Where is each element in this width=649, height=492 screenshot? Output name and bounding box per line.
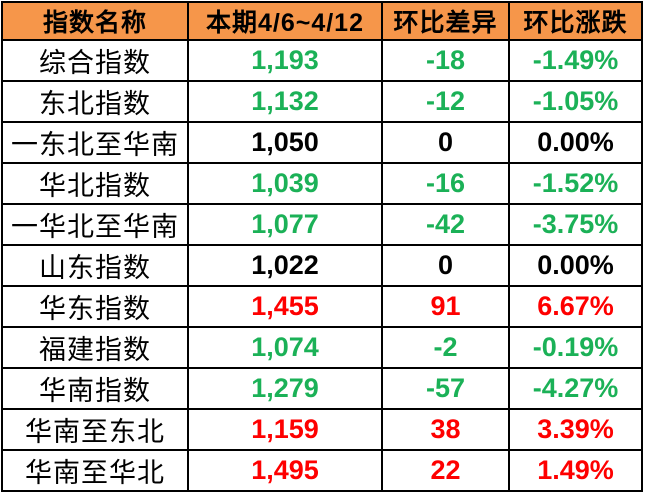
pct-value-cell: -1.05% [508,80,643,123]
table-row: 东北指数 1,132 -12 -1.05% [1,80,643,123]
current-value-cell: 1,022 [187,244,383,287]
pct-value-cell: -3.75% [508,203,643,246]
table-header: 指数名称 本期4/6~4/12 环比差异 环比涨跌 [1,1,643,41]
table-row: 华南至华北 1,495 22 1.49% [1,449,643,492]
diff-value-cell: 91 [381,285,510,328]
current-value-cell: 1,279 [187,367,383,410]
pct-value-cell: 3.39% [508,408,643,451]
pct-value-cell: -0.19% [508,326,643,369]
table-row: 综合指数 1,193 -18 -1.49% [1,39,643,82]
column-header-index-name: 指数名称 [1,1,189,41]
diff-value-cell: -57 [381,367,510,410]
diff-value-cell: 0 [381,121,510,164]
pct-value-cell: -4.27% [508,367,643,410]
index-name-cell: 山东指数 [1,244,189,287]
table-row: 华南至东北 1,159 38 3.39% [1,408,643,451]
table-row: 山东指数 1,022 0 0.00% [1,244,643,287]
index-name-cell: 综合指数 [1,39,189,82]
header-row: 指数名称 本期4/6~4/12 环比差异 环比涨跌 [1,1,643,41]
table-row: 一华北至华南 1,077 -42 -3.75% [1,203,643,246]
column-header-mom-change: 环比涨跌 [508,1,643,41]
table-body: 综合指数 1,193 -18 -1.49% 东北指数 1,132 -12 -1.05% 一东北至… [1,39,643,492]
index-name-cell: 一华北至华南 [1,203,189,246]
current-value-cell: 1,077 [187,203,383,246]
current-value-cell: 1,193 [187,39,383,82]
pct-value-cell: 6.67% [508,285,643,328]
index-name-cell: 华南指数 [1,367,189,410]
table-row: 华南指数 1,279 -57 -4.27% [1,367,643,410]
pct-value-cell: 1.49% [508,449,643,492]
current-value-cell: 1,495 [187,449,383,492]
table-row: 福建指数 1,074 -2 -0.19% [1,326,643,369]
pct-value-cell: -1.52% [508,162,643,205]
pct-value-cell: 0.00% [508,244,643,287]
diff-value-cell: -12 [381,80,510,123]
diff-value-cell: -18 [381,39,510,82]
current-value-cell: 1,074 [187,326,383,369]
table-row: 华东指数 1,455 91 6.67% [1,285,643,328]
current-value-cell: 1,039 [187,162,383,205]
current-value-cell: 1,159 [187,408,383,451]
column-header-mom-diff: 环比差异 [381,1,510,41]
diff-value-cell: 38 [381,408,510,451]
diff-value-cell: 0 [381,244,510,287]
index-name-cell: 华南至华北 [1,449,189,492]
diff-value-cell: -16 [381,162,510,205]
table-row: 一东北至华南 1,050 0 0.00% [1,121,643,164]
index-name-cell: 华南至东北 [1,408,189,451]
index-name-cell: 一东北至华南 [1,121,189,164]
index-name-cell: 华东指数 [1,285,189,328]
column-header-current-period: 本期4/6~4/12 [187,1,383,41]
diff-value-cell: -2 [381,326,510,369]
diff-value-cell: 22 [381,449,510,492]
diff-value-cell: -42 [381,203,510,246]
current-value-cell: 1,455 [187,285,383,328]
index-name-cell: 东北指数 [1,80,189,123]
current-value-cell: 1,132 [187,80,383,123]
index-name-cell: 福建指数 [1,326,189,369]
pct-value-cell: 0.00% [508,121,643,164]
pct-value-cell: -1.49% [508,39,643,82]
table-row: 华北指数 1,039 -16 -1.52% [1,162,643,205]
current-value-cell: 1,050 [187,121,383,164]
index-name-cell: 华北指数 [1,162,189,205]
